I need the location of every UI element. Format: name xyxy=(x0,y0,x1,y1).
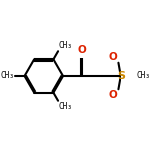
Text: S: S xyxy=(117,71,125,81)
Text: CH₃: CH₃ xyxy=(1,71,15,81)
Text: O: O xyxy=(78,45,87,55)
Text: CH₃: CH₃ xyxy=(59,41,73,50)
Text: O: O xyxy=(109,52,117,62)
Text: CH₃: CH₃ xyxy=(136,71,150,81)
Text: CH₃: CH₃ xyxy=(59,102,73,111)
Text: O: O xyxy=(109,90,117,100)
